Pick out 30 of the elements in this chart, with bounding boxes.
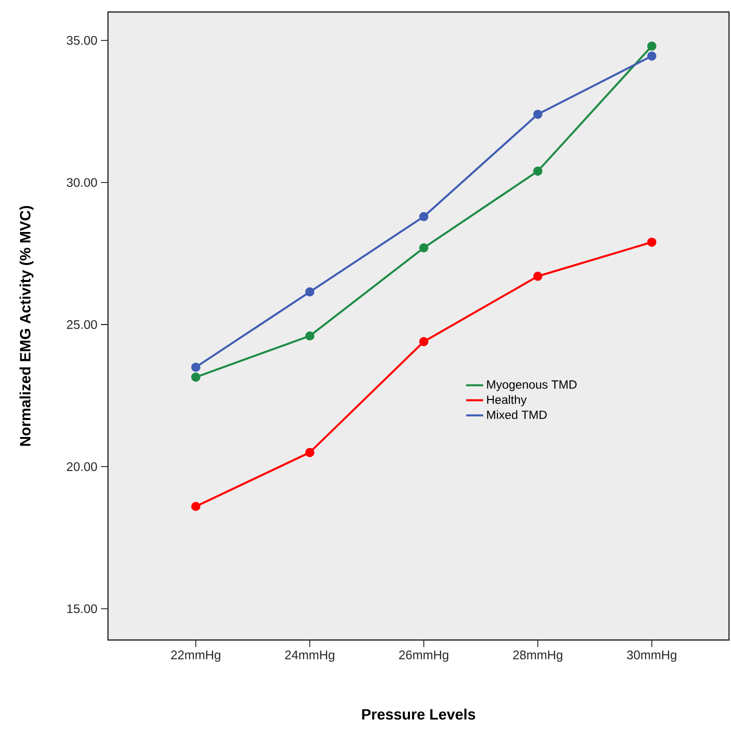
point [533,166,542,176]
point [419,337,428,346]
x-tick-label: 28mmHg [513,650,562,662]
legend-label: Myogenous TMD [487,380,577,392]
x-tick-label: 30mmHg [626,650,676,662]
point [647,42,656,51]
point [647,238,656,247]
point [419,243,428,252]
point [419,212,428,222]
x-tick-label: 22mmHg [171,650,220,662]
y-tick-label: 35.00 [66,36,97,45]
x-axis-title: Pressure Levels [362,708,476,720]
point [305,448,314,458]
x-tick-label: 24mmHg [285,650,334,662]
legend-label: Mixed TMD [487,410,547,420]
y-axis-title: Normalized EMG Activity (% MVC) [20,206,34,446]
point [305,287,314,296]
point [191,502,200,512]
point [191,362,200,372]
x-tick-label: 26mmHg [399,650,448,662]
y-tick-label: 20.00 [66,462,97,472]
legend-label: Healthy [487,395,527,406]
point [305,331,314,341]
point [647,51,656,61]
y-tick-label: 30.00 [66,178,97,187]
y-tick-label: 15.00 [67,604,97,614]
y-tick-label: 25.00 [66,320,97,329]
point [533,110,542,119]
point [533,272,542,281]
point [191,372,200,382]
